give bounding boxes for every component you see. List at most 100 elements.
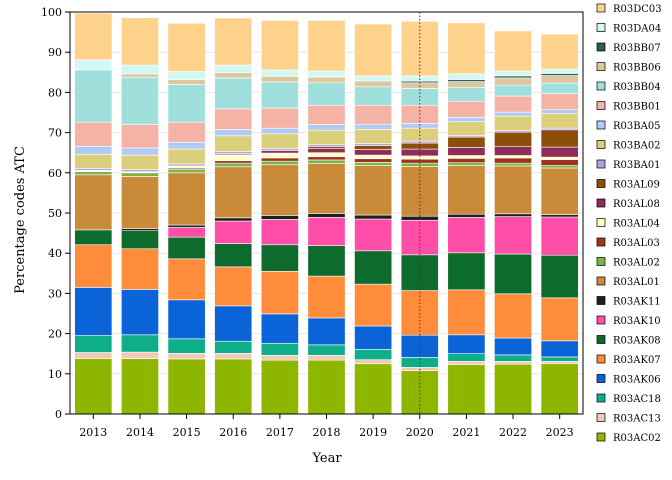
bar-segment-r03ak06-2019 (354, 325, 393, 350)
bar-segment-r03al03-2022 (494, 157, 533, 164)
bar-segment-r03ac02-2014 (121, 358, 159, 415)
bar-segment-r03ba05-2014 (121, 147, 159, 156)
bar-segment-r03al08-2021 (447, 147, 486, 156)
bar-segment-r03ak06-2018 (307, 317, 346, 346)
bar-segment-r03bb06-2022 (494, 77, 533, 86)
bar-segment-r03ac18-2023 (540, 356, 579, 362)
legend-label-r03dc03: R03DC03 (613, 4, 662, 15)
legend-label-r03ak08: R03AK08 (613, 336, 661, 347)
bar-segment-r03da04-2023 (540, 68, 579, 74)
bar-segment-r03dc03-2016 (214, 17, 253, 66)
legend-swatch-r03bb07 (596, 42, 606, 52)
bar-segment-r03ac13-2013 (74, 352, 113, 359)
bar-segment-r03al02-2014 (121, 172, 159, 177)
bar-segment-r03ak07-2020 (400, 290, 439, 336)
bar-segment-r03ak11-2017 (260, 215, 299, 220)
legend-swatch-r03ac02 (596, 432, 606, 442)
bar-segment-r03al01-2013 (74, 174, 113, 231)
bar-segment-r03ac02-2023 (540, 363, 579, 415)
y-tick-label: 20 (48, 328, 62, 341)
bar-segment-r03ba01-2018 (307, 144, 346, 147)
bar-segment-r03bb06-2014 (121, 73, 159, 78)
bar-segment-r03al01-2021 (447, 165, 486, 215)
bar-segment-r03ac13-2022 (494, 361, 533, 365)
bar-segment-r03ak11-2023 (540, 214, 579, 218)
bar-segment-r03dc03-2019 (354, 23, 393, 77)
bar-segment-r03dc03-2017 (260, 20, 299, 71)
y-tick-label: 10 (48, 368, 62, 381)
bar-segment-r03ac13-2017 (260, 355, 299, 361)
bar-segment-r03ak07-2016 (214, 266, 253, 307)
bar-segment-r03da04-2022 (494, 70, 533, 77)
x-tick-label-2022: 2022 (499, 426, 527, 439)
bar-segment-r03bb01-2013 (74, 121, 113, 147)
bar-segment-r03ak10-2016 (214, 220, 253, 244)
bar-segment-r03ak11-2018 (307, 213, 346, 218)
legend-swatch-r03ak06 (596, 374, 606, 383)
legend-swatch-r03ba05 (596, 120, 606, 130)
legend-label-r03ba02: R03BA02 (613, 141, 661, 152)
bar-segment-r03al09-2021 (447, 136, 486, 148)
bar-segment-r03al04-2022 (494, 155, 533, 159)
x-tick-label-2020: 2020 (406, 426, 434, 439)
bar-segment-r03ba02-2022 (494, 115, 533, 131)
bar-segment-r03dc03-2018 (307, 20, 346, 72)
bar-segment-r03bb04-2023 (540, 82, 579, 94)
bar-segment-r03al03-2019 (354, 158, 393, 163)
bar-segment-r03al09-2022 (494, 131, 533, 147)
bar-segment-r03bb07-2023 (540, 73, 579, 76)
bar-segment-r03bb01-2017 (260, 107, 299, 129)
bar-segment-r03ak06-2017 (260, 313, 299, 344)
bar-segment-r03al02-2018 (307, 159, 346, 164)
bar-segment-r03dc03-2013 (74, 12, 113, 61)
bar-segment-r03bb06-2018 (307, 76, 346, 84)
bar-segment-r03ak08-2018 (307, 245, 346, 277)
bar-segment-r03al02-2021 (447, 162, 486, 166)
bar-segment-r03al01-2022 (494, 165, 533, 215)
legend-label-r03bb01: R03BB01 (613, 102, 661, 113)
legend-label-r03bb06: R03BB06 (613, 63, 661, 74)
legend-swatch-r03da04 (596, 23, 606, 32)
bar-segment-r03dc03-2020 (400, 20, 439, 77)
bar-segment-r03al03-2017 (260, 157, 299, 162)
bar-segment-r03ba05-2013 (74, 145, 113, 155)
bar-segment-r03ac18-2022 (494, 354, 533, 362)
bar-segment-r03al01-2023 (540, 167, 579, 215)
bar-segment-r03bb04-2019 (354, 86, 393, 106)
bar-segment-r03da04-2013 (74, 59, 113, 71)
x-tick-label-2023: 2023 (546, 426, 574, 439)
x-tick-label-2013: 2013 (79, 426, 107, 439)
y-tick-label: 80 (48, 86, 62, 99)
bar-segment-r03ac18-2019 (354, 348, 393, 361)
y-tick-label: 0 (55, 408, 62, 421)
bar-segment-r03ba02-2017 (260, 133, 299, 149)
x-tick-label-2019: 2019 (359, 426, 387, 439)
bar-segment-r03ac02-2019 (354, 363, 393, 415)
legend-swatch-r03al09 (596, 179, 606, 188)
bar-segment-r03ak10-2015 (167, 227, 206, 238)
bar-segment-r03al08-2023 (540, 146, 579, 158)
legend-label-r03ac18: R03AC18 (613, 394, 661, 405)
bar-segment-r03bb06-2015 (167, 79, 206, 85)
bar-segment-r03ba05-2015 (167, 141, 206, 150)
bar-segment-r03ak11-2022 (494, 213, 533, 217)
bar-segment-r03ak06-2022 (494, 337, 533, 356)
legend-label-r03bb04: R03BB04 (613, 82, 661, 93)
legend-label-r03ak06: R03AK06 (613, 375, 661, 386)
bar-segment-r03ba02-2013 (74, 154, 113, 169)
bar-segment-r03ac02-2017 (260, 359, 299, 415)
axes-layer: 0 10 20 30 40 50 60 70 80 90 100 2013 2014 2015 2016 20… (41, 6, 584, 439)
bar-segment-r03al08-2022 (494, 146, 533, 156)
x-tick-label-2021: 2021 (452, 426, 480, 439)
bar-segment-r03al02-2016 (214, 162, 253, 168)
bar-segment-r03al02-2023 (540, 165, 579, 169)
bar-segment-r03bb04-2017 (260, 81, 299, 109)
legend-label-r03al02: R03AL02 (613, 258, 660, 269)
bar-segment-r03bb04-2014 (121, 76, 159, 125)
bar-segment-r03ba02-2023 (540, 113, 579, 129)
bar-segment-r03bb01-2016 (214, 108, 253, 130)
legend-label-r03al09: R03AL09 (613, 180, 660, 191)
y-tick-label: 100 (41, 6, 62, 19)
bar-segment-r03al03-2016 (214, 160, 253, 164)
bar-segment-r03ak11-2019 (354, 214, 393, 220)
